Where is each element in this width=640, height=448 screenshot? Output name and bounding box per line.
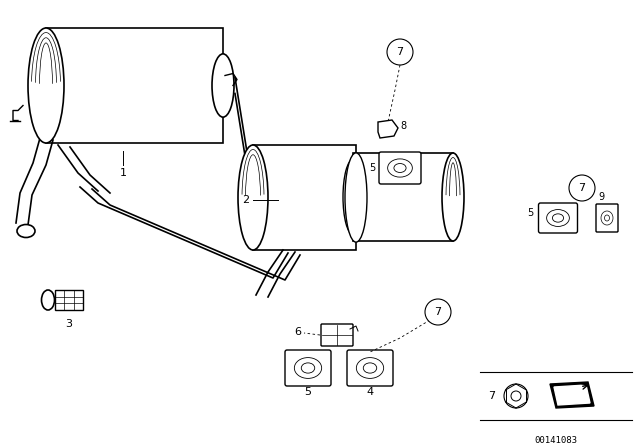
Text: 8: 8 (400, 121, 406, 131)
Ellipse shape (394, 164, 406, 172)
Ellipse shape (301, 363, 315, 373)
Ellipse shape (238, 145, 268, 250)
Circle shape (425, 299, 451, 325)
Ellipse shape (605, 215, 609, 221)
FancyBboxPatch shape (46, 28, 223, 143)
Text: 9: 9 (598, 192, 604, 202)
FancyBboxPatch shape (596, 204, 618, 232)
FancyBboxPatch shape (538, 203, 577, 233)
FancyBboxPatch shape (379, 152, 421, 184)
Ellipse shape (504, 384, 528, 408)
Text: 3: 3 (65, 319, 72, 329)
Ellipse shape (601, 211, 613, 225)
Ellipse shape (356, 358, 383, 379)
Ellipse shape (294, 358, 322, 379)
Polygon shape (554, 385, 590, 405)
Polygon shape (378, 120, 398, 138)
Text: 5: 5 (305, 387, 312, 397)
Text: 7: 7 (435, 307, 442, 317)
FancyBboxPatch shape (353, 153, 453, 241)
Text: 7: 7 (396, 47, 404, 57)
Ellipse shape (28, 28, 64, 143)
Circle shape (569, 175, 595, 201)
Ellipse shape (388, 159, 412, 177)
FancyBboxPatch shape (321, 324, 353, 346)
Text: 6: 6 (294, 327, 301, 337)
Ellipse shape (212, 54, 234, 117)
FancyBboxPatch shape (253, 145, 356, 250)
Circle shape (387, 39, 413, 65)
Ellipse shape (345, 153, 367, 242)
Text: 00141083: 00141083 (534, 435, 577, 444)
Ellipse shape (511, 391, 521, 401)
Ellipse shape (343, 159, 363, 234)
Ellipse shape (17, 224, 35, 237)
Text: 5: 5 (527, 208, 533, 218)
Text: 1: 1 (120, 168, 127, 178)
Text: 5: 5 (369, 163, 375, 173)
Text: 7: 7 (488, 391, 495, 401)
Ellipse shape (547, 210, 570, 226)
Text: 4: 4 (367, 387, 374, 397)
Ellipse shape (364, 363, 377, 373)
Text: 7: 7 (579, 183, 586, 193)
Ellipse shape (442, 153, 464, 241)
Polygon shape (550, 382, 594, 408)
Ellipse shape (552, 214, 564, 222)
FancyBboxPatch shape (347, 350, 393, 386)
FancyBboxPatch shape (285, 350, 331, 386)
Ellipse shape (42, 290, 54, 310)
Text: 2: 2 (243, 195, 250, 205)
Bar (55, 290, 83, 310)
